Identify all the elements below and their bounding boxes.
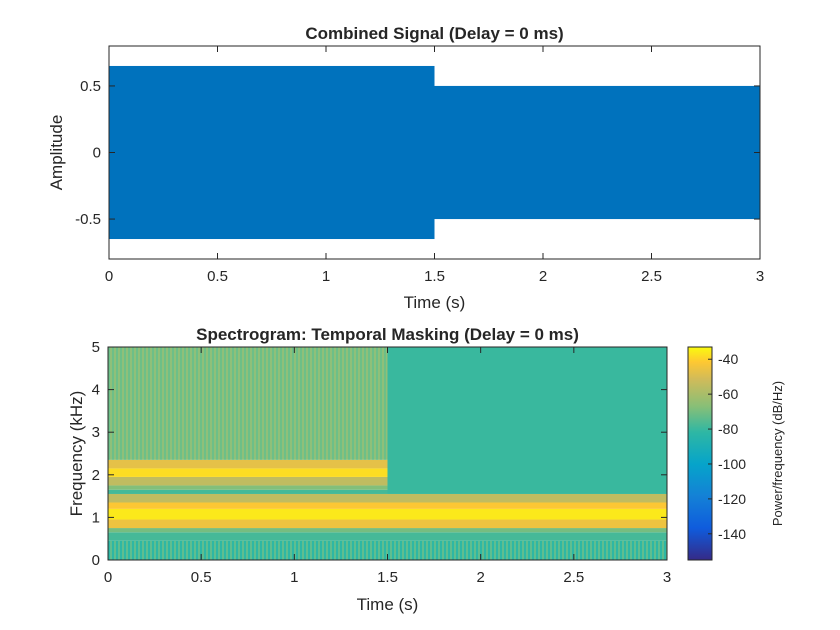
signal-y-tick-label: 0.5 (80, 78, 101, 95)
signal-y-label: Amplitude (47, 115, 66, 191)
colorbar: -40 -60 -80 -100 -120 -140 Power/frequency (d… (687, 346, 785, 561)
signal-x-ticks: 0 0.5 1 1.5 2 2.5 3 (105, 46, 764, 285)
colorbar-tick-label: -60 (718, 386, 738, 402)
signal-x-tick-label: 0.5 (207, 268, 228, 285)
spectrogram-band-11 (108, 468, 388, 477)
spectrogram-y-tick-label: 3 (92, 424, 100, 441)
spectrogram-x-tick-label: 1 (290, 569, 298, 586)
spectrogram-y-tick-label: 1 (92, 509, 100, 526)
spectrogram-band-13 (108, 347, 388, 460)
spectrogram-band-5 (108, 508, 667, 520)
signal-x-tick-label: 1 (322, 268, 330, 285)
signal-x-tick-label: 1.5 (424, 268, 445, 285)
spectrogram-y-tick-label: 4 (92, 382, 100, 399)
signal-x-tick-label: 2 (539, 268, 547, 285)
signal-x-tick-label: 0 (105, 268, 113, 285)
spectrogram-band-10 (108, 476, 388, 486)
spectrogram-image (108, 347, 667, 560)
spectrogram-y-label: Frequency (kHz) (67, 391, 86, 517)
colorbar-tick-label: -40 (718, 351, 738, 367)
signal-segment-2 (434, 85, 760, 220)
signal-x-tick-label: 2.5 (641, 268, 662, 285)
spectrogram-x-tick-label: 2 (476, 569, 484, 586)
spectrogram-x-label: Time (s) (357, 595, 419, 614)
signal-y-tick-label: 0 (93, 145, 101, 162)
spectrogram-band-4 (108, 519, 667, 529)
spectrogram-band-12 (108, 459, 388, 469)
colorbar-tick-label: -80 (718, 421, 738, 437)
spectrogram-x-tick-label: 2.5 (563, 569, 584, 586)
signal-x-tick-label: 3 (756, 268, 764, 285)
spectrogram-x-tick-label: 0.5 (191, 569, 212, 586)
spectrogram-y-ticks: 0 1 2 3 4 5 (92, 339, 667, 569)
spectrogram-band-8 (108, 489, 388, 494)
signal-plot-area (109, 65, 760, 240)
spectrogram-band-14 (387, 347, 667, 494)
spectrogram-x-ticks: 0 0.5 1 1.5 2 2.5 3 (104, 347, 671, 586)
spectrogram-y-tick-label: 2 (92, 467, 100, 484)
signal-segment-1 (109, 65, 435, 240)
signal-y-ticks: 0.5 0 -0.5 (75, 78, 760, 228)
spectrogram-band-1 (108, 540, 667, 560)
spectrogram-band-3 (108, 528, 667, 533)
colorbar-ticks: -40 -60 -80 -100 -120 -140 (708, 351, 746, 542)
spectrogram-axes: Spectrogram: Temporal Masking (Delay = 0… (67, 325, 671, 614)
colorbar-label: Power/frequency (dB/Hz) (770, 381, 785, 526)
colorbar-tick-label: -120 (718, 491, 746, 507)
spectrogram-band-7 (108, 493, 667, 503)
spectrogram-band-9 (108, 485, 388, 490)
signal-x-label: Time (s) (404, 293, 466, 312)
colorbar-gradient (688, 347, 712, 560)
signal-title: Combined Signal (Delay = 0 ms) (305, 24, 563, 43)
spectrogram-x-tick-label: 1.5 (377, 569, 398, 586)
spectrogram-x-tick-label: 0 (104, 569, 112, 586)
spectrogram-x-tick-label: 3 (663, 569, 671, 586)
colorbar-box (687, 346, 713, 561)
signal-y-tick-label: -0.5 (75, 211, 101, 228)
spectrogram-band-2 (108, 532, 667, 541)
spectrogram-title: Spectrogram: Temporal Masking (Delay = 0… (196, 325, 579, 344)
spectrogram-y-tick-label: 0 (92, 552, 100, 569)
colorbar-tick-label: -140 (718, 526, 746, 542)
colorbar-tick-label: -100 (718, 456, 746, 472)
signal-axes: Combined Signal (Delay = 0 ms) 0 0.5 1 1.5 2… (47, 24, 764, 312)
spectrogram-y-tick-label: 5 (92, 339, 100, 356)
spectrogram-band-6 (108, 502, 667, 509)
